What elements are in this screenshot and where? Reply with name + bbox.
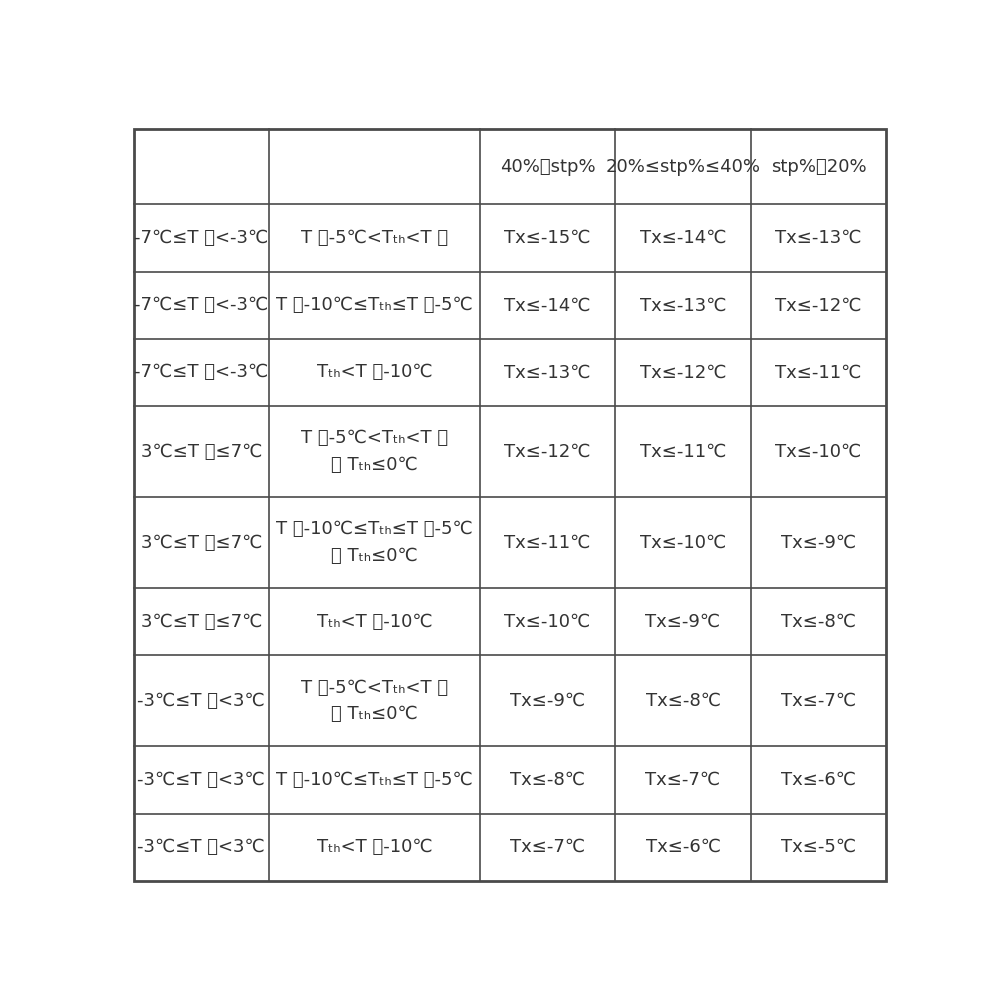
Text: 3℃≤T 环≤7℃: 3℃≤T 环≤7℃: [140, 534, 261, 552]
Text: Tx≤-6℃: Tx≤-6℃: [645, 838, 720, 856]
Text: -3℃≤T 环<3℃: -3℃≤T 环<3℃: [137, 838, 265, 856]
Text: Tx≤-11℃: Tx≤-11℃: [504, 534, 590, 552]
Text: 20%≤stp%≤40%: 20%≤stp%≤40%: [605, 158, 759, 176]
Text: stp%＜20%: stp%＜20%: [770, 158, 866, 176]
Text: Tx≤-11℃: Tx≤-11℃: [639, 443, 726, 461]
Text: T 环-10℃≤Tₜₕ≤T 环-5℃: T 环-10℃≤Tₜₕ≤T 环-5℃: [275, 296, 472, 314]
Text: Tx≤-8℃: Tx≤-8℃: [780, 613, 855, 631]
Text: Tx≤-14℃: Tx≤-14℃: [504, 296, 590, 314]
Text: -3℃≤T 环<3℃: -3℃≤T 环<3℃: [137, 771, 265, 789]
Text: Tx≤-11℃: Tx≤-11℃: [774, 363, 861, 381]
Text: Tx≤-10℃: Tx≤-10℃: [774, 443, 861, 461]
Text: T 环-10℃≤Tₜₕ≤T 环-5℃: T 环-10℃≤Tₜₕ≤T 环-5℃: [275, 771, 472, 789]
Text: Tx≤-7℃: Tx≤-7℃: [780, 692, 855, 710]
Text: Tx≤-13℃: Tx≤-13℃: [639, 296, 726, 314]
Text: Tx≤-9℃: Tx≤-9℃: [780, 534, 855, 552]
Text: -3℃≤T 环<3℃: -3℃≤T 环<3℃: [137, 692, 265, 710]
Text: Tx≤-9℃: Tx≤-9℃: [645, 613, 720, 631]
Text: Tx≤-6℃: Tx≤-6℃: [780, 771, 855, 789]
Text: Tx≤-8℃: Tx≤-8℃: [510, 771, 584, 789]
Text: Tx≤-12℃: Tx≤-12℃: [774, 296, 861, 314]
Text: T 环-5℃<Tₜₕ<T 环: T 环-5℃<Tₜₕ<T 环: [300, 229, 447, 247]
Text: Tx≤-8℃: Tx≤-8℃: [645, 692, 720, 710]
Text: Tx≤-13℃: Tx≤-13℃: [774, 229, 861, 247]
Text: Tx≤-10℃: Tx≤-10℃: [639, 534, 726, 552]
Text: 3℃≤T 环≤7℃: 3℃≤T 环≤7℃: [140, 613, 261, 631]
Text: Tₜₕ<T 环-10℃: Tₜₕ<T 环-10℃: [316, 838, 431, 856]
Text: Tx≤-10℃: Tx≤-10℃: [504, 613, 590, 631]
Text: 40%＜stp%: 40%＜stp%: [499, 158, 594, 176]
Text: Tₜₕ<T 环-10℃: Tₜₕ<T 环-10℃: [316, 363, 431, 381]
Text: Tx≤-7℃: Tx≤-7℃: [510, 838, 584, 856]
Text: T 环-10℃≤Tₜₕ≤T 环-5℃
且 Tₜₕ≤0℃: T 环-10℃≤Tₜₕ≤T 环-5℃ 且 Tₜₕ≤0℃: [275, 520, 472, 565]
Text: Tx≤-9℃: Tx≤-9℃: [510, 692, 584, 710]
Text: Tx≤-15℃: Tx≤-15℃: [504, 229, 590, 247]
Text: -7℃≤T 环<-3℃: -7℃≤T 环<-3℃: [134, 229, 268, 247]
Text: -7℃≤T 环<-3℃: -7℃≤T 环<-3℃: [134, 296, 268, 314]
Text: Tx≤-12℃: Tx≤-12℃: [504, 443, 590, 461]
Text: Tx≤-5℃: Tx≤-5℃: [780, 838, 855, 856]
Text: -7℃≤T 环<-3℃: -7℃≤T 环<-3℃: [134, 363, 268, 381]
Text: Tx≤-7℃: Tx≤-7℃: [645, 771, 720, 789]
Text: Tx≤-13℃: Tx≤-13℃: [504, 363, 590, 381]
Text: Tx≤-12℃: Tx≤-12℃: [639, 363, 726, 381]
Text: 3℃≤T 环≤7℃: 3℃≤T 环≤7℃: [140, 443, 261, 461]
Text: Tx≤-14℃: Tx≤-14℃: [639, 229, 726, 247]
Text: T 环-5℃<Tₜₕ<T 环
且 Tₜₕ≤0℃: T 环-5℃<Tₜₕ<T 环 且 Tₜₕ≤0℃: [300, 679, 447, 723]
Text: T 环-5℃<Tₜₕ<T 环
且 Tₜₕ≤0℃: T 环-5℃<Tₜₕ<T 环 且 Tₜₕ≤0℃: [300, 429, 447, 474]
Text: Tₜₕ<T 环-10℃: Tₜₕ<T 环-10℃: [316, 613, 431, 631]
